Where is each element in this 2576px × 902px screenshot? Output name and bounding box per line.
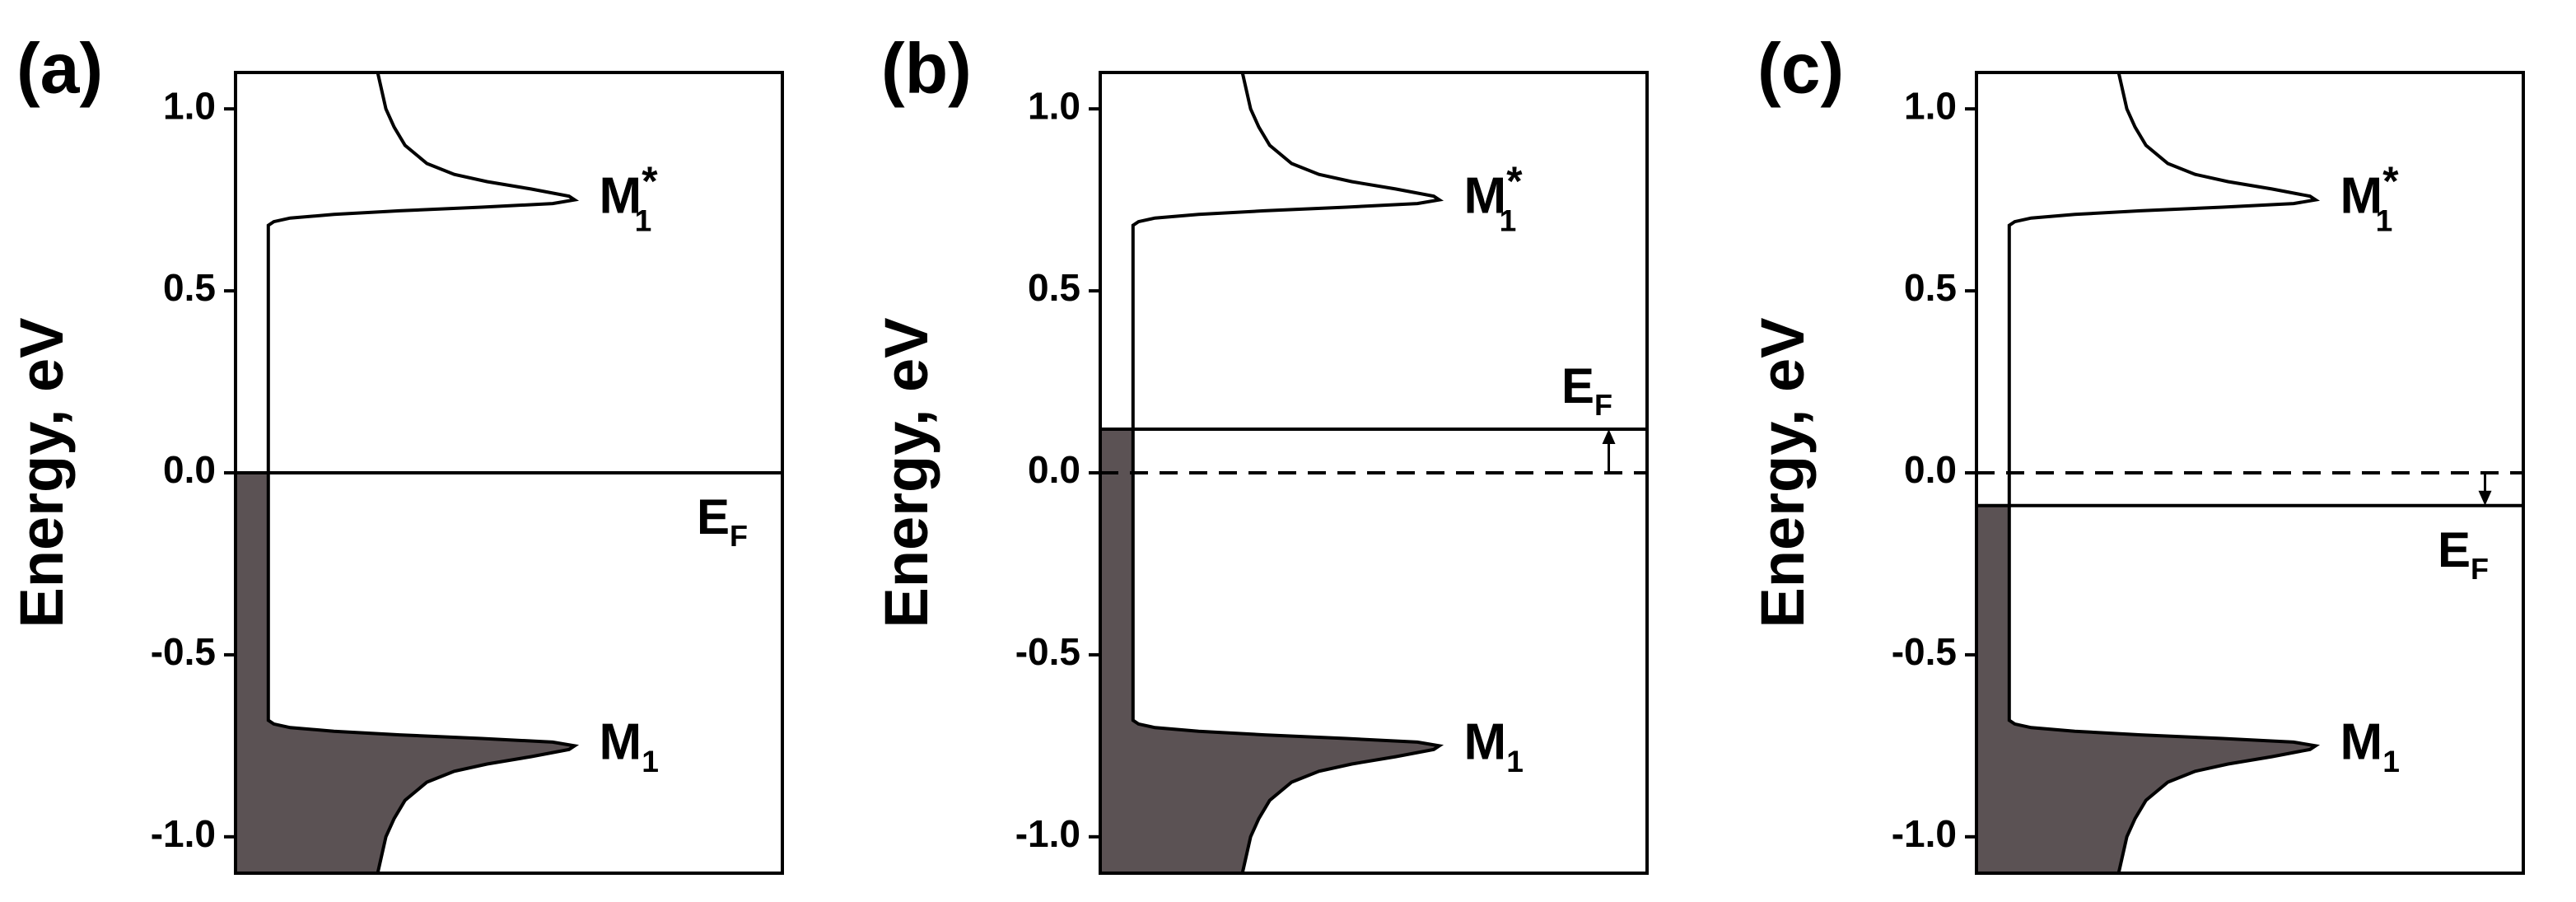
fermi-label-main: E — [697, 489, 730, 544]
shift-arrowhead — [1602, 428, 1616, 444]
peak-label-sub: 1 — [2382, 744, 2400, 778]
panel-label: (c) — [1757, 30, 1844, 109]
y-axis-label: Energy, eV — [872, 317, 940, 628]
panel-label: (a) — [16, 30, 103, 109]
peak-label-main: M — [1464, 168, 1507, 225]
peak-label: M1 — [1464, 714, 1524, 778]
occupied-states — [1100, 428, 1440, 873]
y-tick-label: -0.5 — [1015, 630, 1080, 673]
peak-label-sub: 1 — [642, 744, 659, 778]
y-tick-label: 0.0 — [163, 448, 216, 491]
shift-arrowhead — [2478, 490, 2492, 506]
y-tick-label: 1.0 — [163, 84, 216, 127]
peak-label: M* 1 — [2340, 158, 2400, 237]
y-axis-label: Energy, eV — [1748, 317, 1817, 628]
fermi-label: EF — [2438, 522, 2489, 586]
peak-label-sub: 1 — [635, 203, 652, 237]
fermi-label-main: E — [2438, 522, 2471, 577]
y-tick-label: 1.0 — [1904, 84, 1957, 127]
fermi-label: EF — [697, 489, 748, 553]
y-tick-label: -1.0 — [1015, 812, 1080, 855]
y-tick-label: 0.5 — [163, 266, 216, 309]
y-tick-label: -1.0 — [1892, 812, 1957, 855]
y-tick-label: -0.5 — [151, 630, 216, 673]
peak-label-sup: * — [642, 158, 658, 204]
occupied-states — [236, 473, 575, 873]
peak-label-main: M — [2340, 168, 2383, 225]
peak-label-main: M — [1464, 714, 1507, 771]
fermi-label-main: E — [1561, 358, 1594, 414]
peak-label: M* 1 — [1464, 158, 1524, 237]
peak-label: M1 — [2340, 714, 2400, 778]
peak-label: M* 1 — [600, 158, 659, 237]
fermi-label: EF — [1561, 358, 1612, 422]
y-tick-label: 0.0 — [1904, 448, 1957, 491]
y-axis-label: Energy, eV — [7, 317, 76, 628]
peak-label-main: M — [2340, 714, 2383, 771]
y-tick-label: -0.5 — [1892, 630, 1957, 673]
y-tick-label: 0.0 — [1028, 448, 1080, 491]
peak-label-sub: 1 — [1506, 744, 1524, 778]
peak-label: M1 — [600, 714, 659, 778]
peak-label-sub: 1 — [2376, 203, 2393, 237]
fermi-label-sub: F — [2471, 551, 2489, 585]
peak-label-main: M — [600, 168, 642, 225]
peak-label-sub: 1 — [1500, 203, 1517, 237]
y-tick-label: -1.0 — [151, 812, 216, 855]
panel-label: (b) — [881, 30, 972, 109]
y-tick-label: 1.0 — [1028, 84, 1080, 127]
peak-label-sup: * — [1506, 158, 1523, 204]
peak-label-sup: * — [2382, 158, 2399, 204]
fermi-label-sub: F — [730, 519, 748, 553]
y-tick-label: 0.5 — [1904, 266, 1957, 309]
fermi-label-sub: F — [1594, 387, 1612, 421]
occupied-states — [1976, 505, 2316, 873]
peak-label-main: M — [600, 714, 642, 771]
y-tick-label: 0.5 — [1028, 266, 1080, 309]
